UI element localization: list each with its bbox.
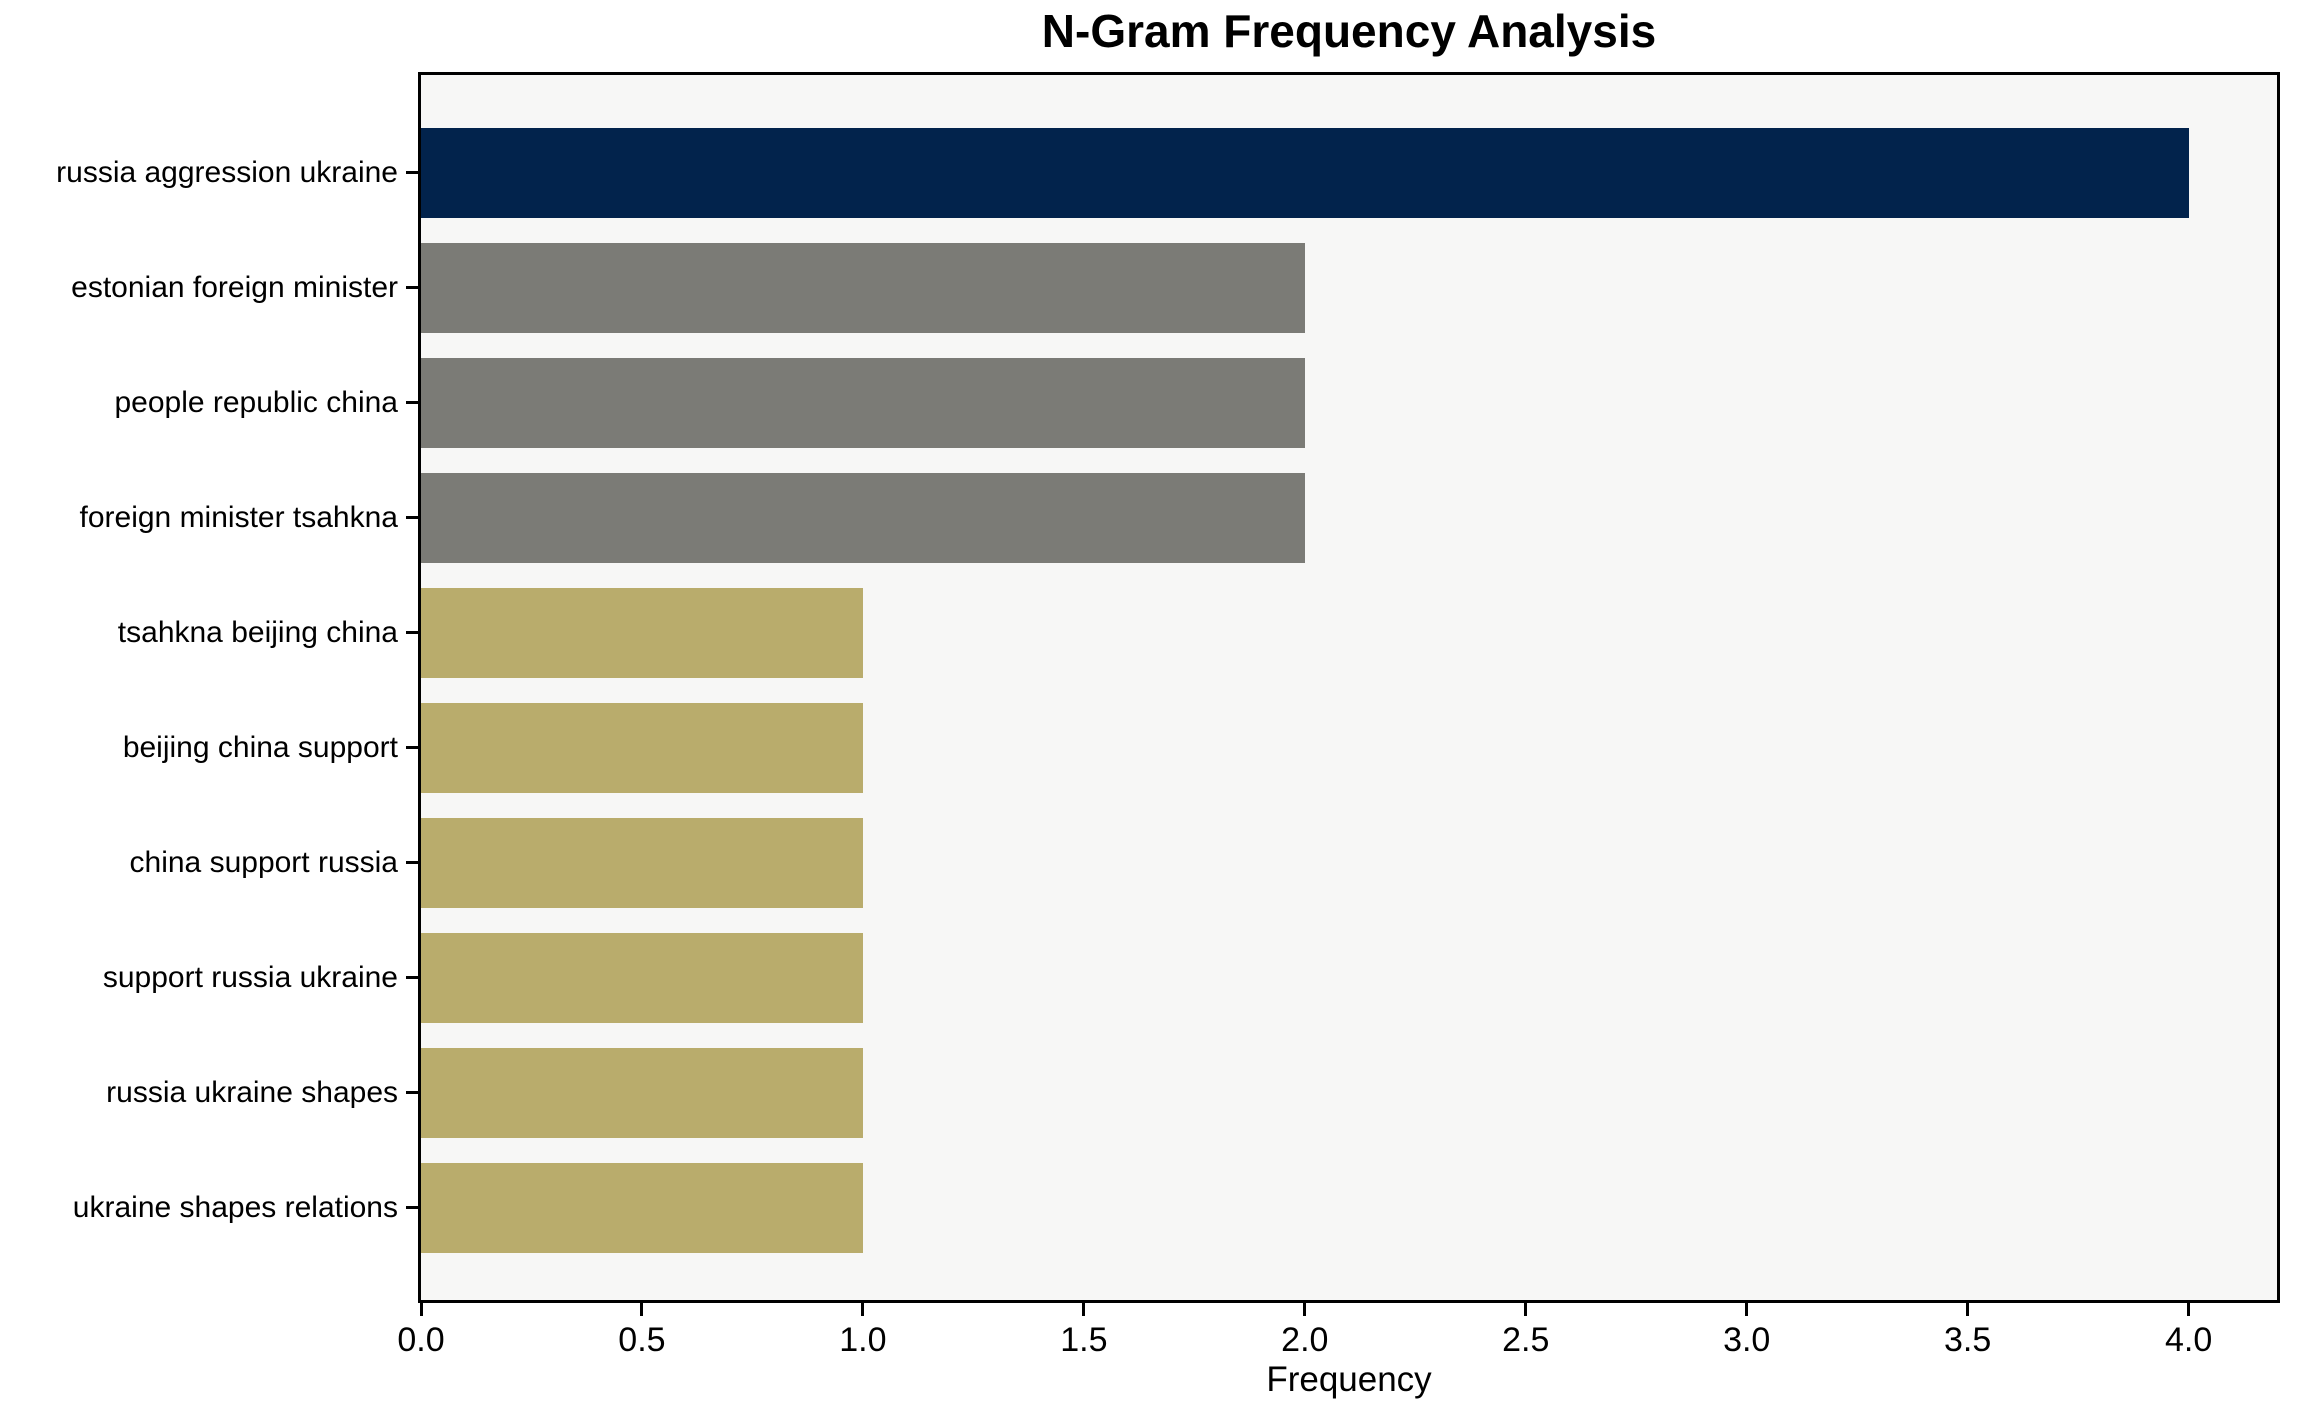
x-tick-label: 0.0: [397, 1321, 445, 1359]
x-tick-mark: [2187, 1303, 2191, 1316]
y-tick-label: beijing china support: [122, 730, 398, 764]
x-tick-label: 3.5: [1944, 1321, 1992, 1359]
y-tick-label: estonian foreign minister: [71, 270, 398, 304]
y-tick-label: russia aggression ukraine: [56, 155, 398, 189]
plot-area: [418, 72, 2280, 1303]
x-tick-mark: [1524, 1303, 1528, 1316]
bar-ukraine-shapes-relations: [421, 1162, 863, 1253]
y-tick-mark: [406, 401, 418, 404]
bar-russia-ukraine-shapes: [421, 1047, 863, 1138]
bar-people-republic-china: [421, 357, 1305, 448]
x-tick-label: 3.0: [1723, 1321, 1771, 1359]
y-tick-mark: [406, 861, 418, 864]
y-tick-label: people republic china: [114, 385, 398, 419]
y-tick-label: china support russia: [129, 845, 398, 879]
y-tick-label: ukraine shapes relations: [72, 1190, 398, 1224]
x-tick-label: 2.0: [1281, 1321, 1329, 1359]
x-tick-mark: [419, 1303, 423, 1316]
chart-title: N-Gram Frequency Analysis: [1041, 5, 1657, 57]
y-tick-label: russia ukraine shapes: [106, 1075, 398, 1109]
y-tick-mark: [406, 1091, 418, 1094]
y-tick-mark: [406, 976, 418, 979]
x-tick-label: 0.5: [618, 1321, 666, 1359]
bar-beijing-china-support: [421, 702, 863, 793]
x-tick-label: 1.5: [1060, 1321, 1108, 1359]
y-tick-mark: [406, 1206, 418, 1209]
y-tick-mark: [406, 631, 418, 634]
x-tick-mark: [640, 1303, 644, 1316]
y-tick-label: tsahkna beijing china: [117, 615, 398, 649]
y-tick-mark: [406, 516, 418, 519]
x-tick-mark: [1745, 1303, 1749, 1316]
x-tick-mark: [1966, 1303, 1970, 1316]
y-tick-mark: [406, 171, 418, 174]
bar-tsahkna-beijing-china: [421, 587, 863, 678]
bar-foreign-minister-tsahkna: [421, 472, 1305, 563]
x-tick-label: 2.5: [1502, 1321, 1550, 1359]
x-tick-label: 1.0: [839, 1321, 887, 1359]
x-tick-label: 4.0: [2164, 1321, 2213, 1359]
x-tick-mark: [861, 1303, 865, 1316]
bar-estonian-foreign-minister: [421, 242, 1305, 333]
bar-china-support-russia: [421, 817, 863, 908]
y-tick-label: support russia ukraine: [102, 960, 398, 994]
bar-support-russia-ukraine: [421, 932, 863, 1023]
y-tick-mark: [406, 286, 418, 289]
x-axis-label: Frequency: [1266, 1360, 1432, 1399]
x-tick-mark: [1082, 1303, 1086, 1316]
x-tick-mark: [1303, 1303, 1307, 1316]
bar-russia-aggression-ukraine: [421, 127, 2189, 218]
y-tick-label: foreign minister tsahkna: [79, 500, 399, 534]
y-tick-mark: [406, 746, 418, 749]
